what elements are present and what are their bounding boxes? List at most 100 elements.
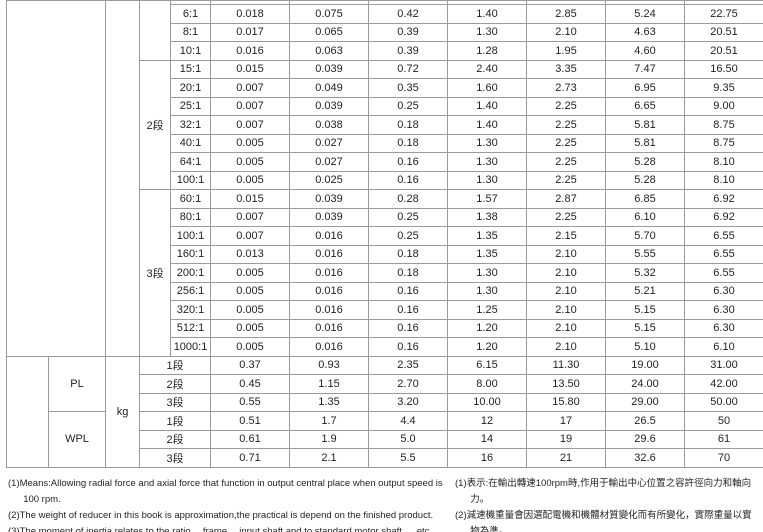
value-cell: 6.65 bbox=[605, 96, 686, 116]
value-cell: 70 bbox=[684, 448, 763, 468]
value-cell: 1.30 bbox=[447, 152, 528, 172]
value-cell: 5.81 bbox=[605, 115, 686, 135]
value-cell: 0.39 bbox=[368, 22, 449, 42]
footnote-en-3: (3)The moment of inertia relates to the … bbox=[8, 526, 433, 532]
value-cell: 0.039 bbox=[289, 189, 370, 209]
weight-stage-cell: 1段 bbox=[139, 411, 212, 431]
value-cell: 42.00 bbox=[684, 374, 763, 394]
value-cell: 6.10 bbox=[605, 207, 686, 227]
value-cell: 5.0 bbox=[368, 429, 449, 449]
value-cell: 1.35 bbox=[447, 226, 528, 246]
value-cell: 6.92 bbox=[684, 207, 763, 227]
value-cell: 6.15 bbox=[447, 355, 528, 375]
value-cell: 0.35 bbox=[368, 78, 449, 98]
value-cell: 5.81 bbox=[605, 133, 686, 153]
value-cell: 1.25 bbox=[447, 300, 528, 320]
moment-of-inertia-label bbox=[49, 175, 64, 182]
footnotes-english: (1)Means:Allowing radial force and axial… bbox=[8, 476, 452, 532]
value-cell: 0.25 bbox=[368, 226, 449, 246]
value-cell: 0.93 bbox=[289, 355, 370, 375]
value-cell: 9.35 bbox=[684, 78, 763, 98]
value-cell: 1.60 bbox=[447, 78, 528, 98]
value-cell: 2.25 bbox=[526, 152, 607, 172]
value-cell: 0.015 bbox=[210, 59, 291, 79]
value-cell: 13.50 bbox=[526, 374, 607, 394]
ratio-cell: 160:1 bbox=[170, 244, 212, 264]
value-cell: 5.28 bbox=[605, 152, 686, 172]
value-cell: 50.00 bbox=[684, 392, 763, 412]
value-cell: 29.6 bbox=[605, 429, 686, 449]
value-cell: 20.51 bbox=[684, 22, 763, 42]
value-cell: 2.10 bbox=[526, 337, 607, 357]
footnote-zh-1: (1)表示:在輸出轉速100rpm時,作用于輸出中心位置之容許徑向力和軸向力。 bbox=[455, 478, 752, 505]
value-cell: 0.28 bbox=[368, 189, 449, 209]
value-cell: 0.039 bbox=[289, 96, 370, 116]
value-cell: 61 bbox=[684, 429, 763, 449]
value-cell: 9.00 bbox=[684, 96, 763, 116]
value-cell: 2.10 bbox=[526, 22, 607, 42]
value-cell: 0.005 bbox=[210, 318, 291, 338]
value-cell: 2.15 bbox=[526, 226, 607, 246]
value-cell: 0.16 bbox=[368, 300, 449, 320]
series-cell: PL bbox=[47, 355, 107, 412]
value-cell: 22.75 bbox=[684, 4, 763, 24]
value-cell: 16.50 bbox=[684, 59, 763, 79]
value-cell: 1.15 bbox=[289, 374, 370, 394]
ratio-cell: 100:1 bbox=[170, 170, 212, 190]
footnotes-chinese: (1)表示:在輸出轉速100rpm時,作用于輸出中心位置之容許徑向力和軸向力。 … bbox=[455, 476, 760, 532]
value-cell: 0.075 bbox=[289, 4, 370, 24]
value-cell: 0.25 bbox=[368, 96, 449, 116]
value-cell: 0.55 bbox=[210, 392, 291, 412]
value-cell: 0.007 bbox=[210, 78, 291, 98]
value-cell: 2.73 bbox=[526, 78, 607, 98]
value-cell: 0.16 bbox=[368, 281, 449, 301]
value-cell: 5.10 bbox=[605, 337, 686, 357]
ratio-cell: 60:1 bbox=[170, 189, 212, 209]
value-cell: 0.007 bbox=[210, 115, 291, 135]
value-cell: 2.1 bbox=[289, 448, 370, 468]
ratio-cell: 8:1 bbox=[170, 22, 212, 42]
value-cell: 2.25 bbox=[526, 207, 607, 227]
value-cell: 8.00 bbox=[447, 374, 528, 394]
value-cell: 0.005 bbox=[210, 337, 291, 357]
value-cell: 5.70 bbox=[605, 226, 686, 246]
value-cell: 6.92 bbox=[684, 189, 763, 209]
value-cell: 1.30 bbox=[447, 170, 528, 190]
value-cell: 2.25 bbox=[526, 133, 607, 153]
value-cell: 1.28 bbox=[447, 41, 528, 61]
value-cell: 1.57 bbox=[447, 189, 528, 209]
ratio-cell: 10:1 bbox=[170, 41, 212, 61]
value-cell: 0.025 bbox=[289, 170, 370, 190]
value-cell: 8.75 bbox=[684, 133, 763, 153]
weight-stage-cell: 3段 bbox=[139, 392, 212, 412]
value-cell: 0.038 bbox=[289, 115, 370, 135]
value-cell: 0.016 bbox=[289, 318, 370, 338]
value-cell: 2.10 bbox=[526, 300, 607, 320]
value-cell: 2.87 bbox=[526, 189, 607, 209]
value-cell: 5.28 bbox=[605, 170, 686, 190]
value-cell: 0.065 bbox=[289, 22, 370, 42]
value-cell: 11.30 bbox=[526, 355, 607, 375]
value-cell: 26.5 bbox=[605, 411, 686, 431]
value-cell: 32.6 bbox=[605, 448, 686, 468]
ratio-cell: 1000:1 bbox=[170, 337, 212, 357]
value-cell: 2.25 bbox=[526, 170, 607, 190]
value-cell: 19.00 bbox=[605, 355, 686, 375]
ratio-cell: 320:1 bbox=[170, 300, 212, 320]
value-cell: 31.00 bbox=[684, 355, 763, 375]
value-cell: 0.016 bbox=[289, 226, 370, 246]
value-cell: 0.039 bbox=[289, 207, 370, 227]
stage-cell: 2段 bbox=[139, 59, 172, 190]
value-cell: 7.47 bbox=[605, 59, 686, 79]
value-cell: 5.15 bbox=[605, 300, 686, 320]
value-cell: 6.55 bbox=[684, 244, 763, 264]
value-cell: 0.18 bbox=[368, 263, 449, 283]
stage-cell: 3段 bbox=[139, 189, 172, 357]
value-cell: 0.015 bbox=[210, 189, 291, 209]
value-cell: 0.017 bbox=[210, 22, 291, 42]
value-cell: 3.20 bbox=[368, 392, 449, 412]
value-cell: 0.16 bbox=[368, 170, 449, 190]
ratio-cell: 6:1 bbox=[170, 4, 212, 24]
value-cell: 4.63 bbox=[605, 22, 686, 42]
